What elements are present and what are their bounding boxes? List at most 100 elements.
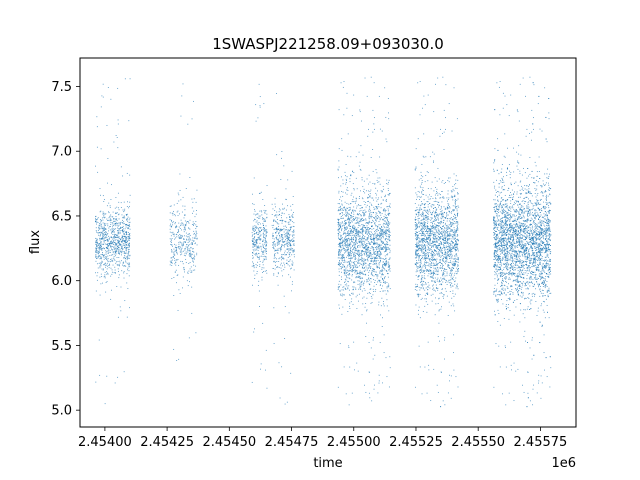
data-point — [361, 249, 363, 251]
data-point — [287, 256, 289, 258]
data-point — [380, 314, 381, 316]
data-point — [283, 258, 285, 260]
data-point — [453, 274, 455, 276]
data-point — [252, 238, 254, 240]
data-point — [103, 247, 105, 249]
data-point — [442, 264, 444, 266]
data-point — [111, 222, 113, 224]
data-point — [289, 252, 291, 254]
data-point — [351, 241, 353, 243]
data-point — [438, 298, 440, 300]
data-point — [376, 238, 378, 239]
data-point — [272, 237, 274, 239]
data-point — [345, 183, 347, 185]
data-point — [126, 245, 128, 247]
data-point — [384, 269, 386, 271]
data-point — [106, 247, 107, 249]
data-point — [369, 231, 371, 233]
data-point — [425, 212, 427, 213]
data-point — [355, 242, 357, 244]
data-point — [444, 224, 446, 226]
data-point — [342, 257, 344, 259]
data-point — [121, 226, 123, 228]
data-point — [110, 224, 112, 225]
data-point — [186, 238, 187, 240]
data-point — [383, 278, 385, 280]
data-point — [338, 207, 340, 208]
data-point — [373, 263, 375, 265]
data-point — [255, 213, 257, 215]
data-point — [107, 248, 108, 249]
data-point — [446, 197, 448, 199]
data-point — [348, 347, 350, 348]
data-point — [454, 244, 456, 246]
data-point — [103, 254, 105, 256]
data-point — [338, 166, 340, 168]
data-point — [344, 242, 346, 244]
data-point — [453, 263, 455, 265]
data-point — [448, 231, 450, 233]
data-point — [357, 276, 359, 278]
data-point — [375, 217, 377, 219]
data-point — [289, 240, 291, 242]
data-point — [380, 305, 382, 307]
data-point — [380, 233, 381, 235]
data-point — [286, 217, 288, 219]
data-point — [341, 256, 343, 258]
data-point — [109, 244, 111, 246]
data-point — [123, 215, 125, 217]
data-point — [338, 280, 340, 282]
data-point — [447, 264, 449, 266]
data-point — [289, 216, 290, 218]
data-point — [384, 223, 386, 225]
data-point — [367, 264, 369, 266]
data-point — [423, 156, 425, 158]
data-point — [106, 218, 108, 220]
data-point — [107, 250, 109, 252]
data-point — [349, 248, 351, 250]
data-point — [388, 266, 390, 267]
data-point — [118, 242, 120, 244]
data-point — [341, 248, 343, 250]
data-point — [361, 224, 363, 226]
data-point — [173, 248, 175, 250]
data-point — [344, 220, 345, 222]
data-point — [100, 257, 102, 259]
data-point — [120, 207, 122, 208]
data-point — [356, 308, 358, 310]
data-point — [187, 234, 189, 235]
data-point — [118, 253, 120, 255]
data-point — [345, 241, 347, 243]
data-point — [389, 258, 391, 260]
data-point — [376, 267, 378, 269]
data-point — [439, 222, 441, 224]
data-point — [453, 262, 455, 264]
data-point — [369, 196, 371, 197]
data-point — [453, 295, 455, 297]
data-point — [184, 228, 186, 230]
data-point — [454, 205, 456, 207]
data-point — [183, 235, 185, 237]
data-point — [448, 220, 450, 222]
data-point — [433, 244, 435, 245]
data-point — [103, 276, 105, 278]
data-point — [286, 237, 288, 239]
data-point — [342, 234, 344, 235]
data-point — [284, 229, 286, 231]
data-point — [434, 233, 436, 235]
data-point — [340, 262, 342, 264]
data-point — [126, 257, 128, 259]
data-point — [260, 191, 262, 193]
data-point — [421, 255, 423, 257]
data-point — [262, 260, 264, 262]
data-point — [100, 232, 102, 234]
data-point — [348, 221, 350, 223]
data-point — [351, 261, 353, 263]
data-point — [418, 309, 419, 311]
data-point — [281, 238, 283, 240]
data-point — [292, 238, 294, 240]
data-point — [356, 264, 358, 266]
data-point — [442, 273, 444, 275]
data-point — [415, 234, 417, 236]
data-point — [114, 269, 116, 271]
